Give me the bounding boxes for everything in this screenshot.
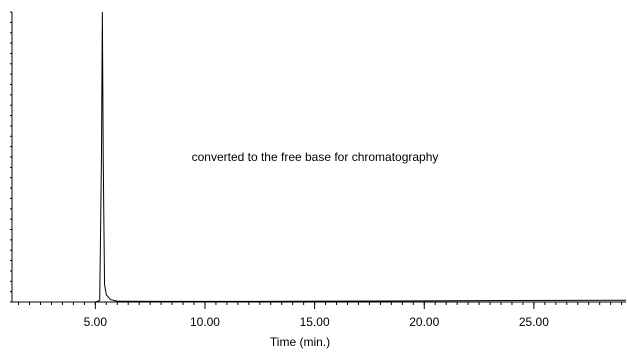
x-tick-label: 10.00: [190, 315, 220, 329]
chart-annotation: converted to the free base for chromatog…: [192, 150, 439, 164]
chromatogram-trace: [12, 11, 627, 303]
series-layer: [12, 11, 627, 303]
x-tick-label: 25.00: [519, 315, 549, 329]
x-tick-label: 20.00: [409, 315, 439, 329]
x-axis-label: Time (min.): [270, 335, 330, 349]
x-tick-label: 15.00: [300, 315, 330, 329]
x-tick-label: 5.00: [84, 315, 108, 329]
axes: 5.00 10.00 15.00 20.00 25.00: [10, 11, 626, 329]
